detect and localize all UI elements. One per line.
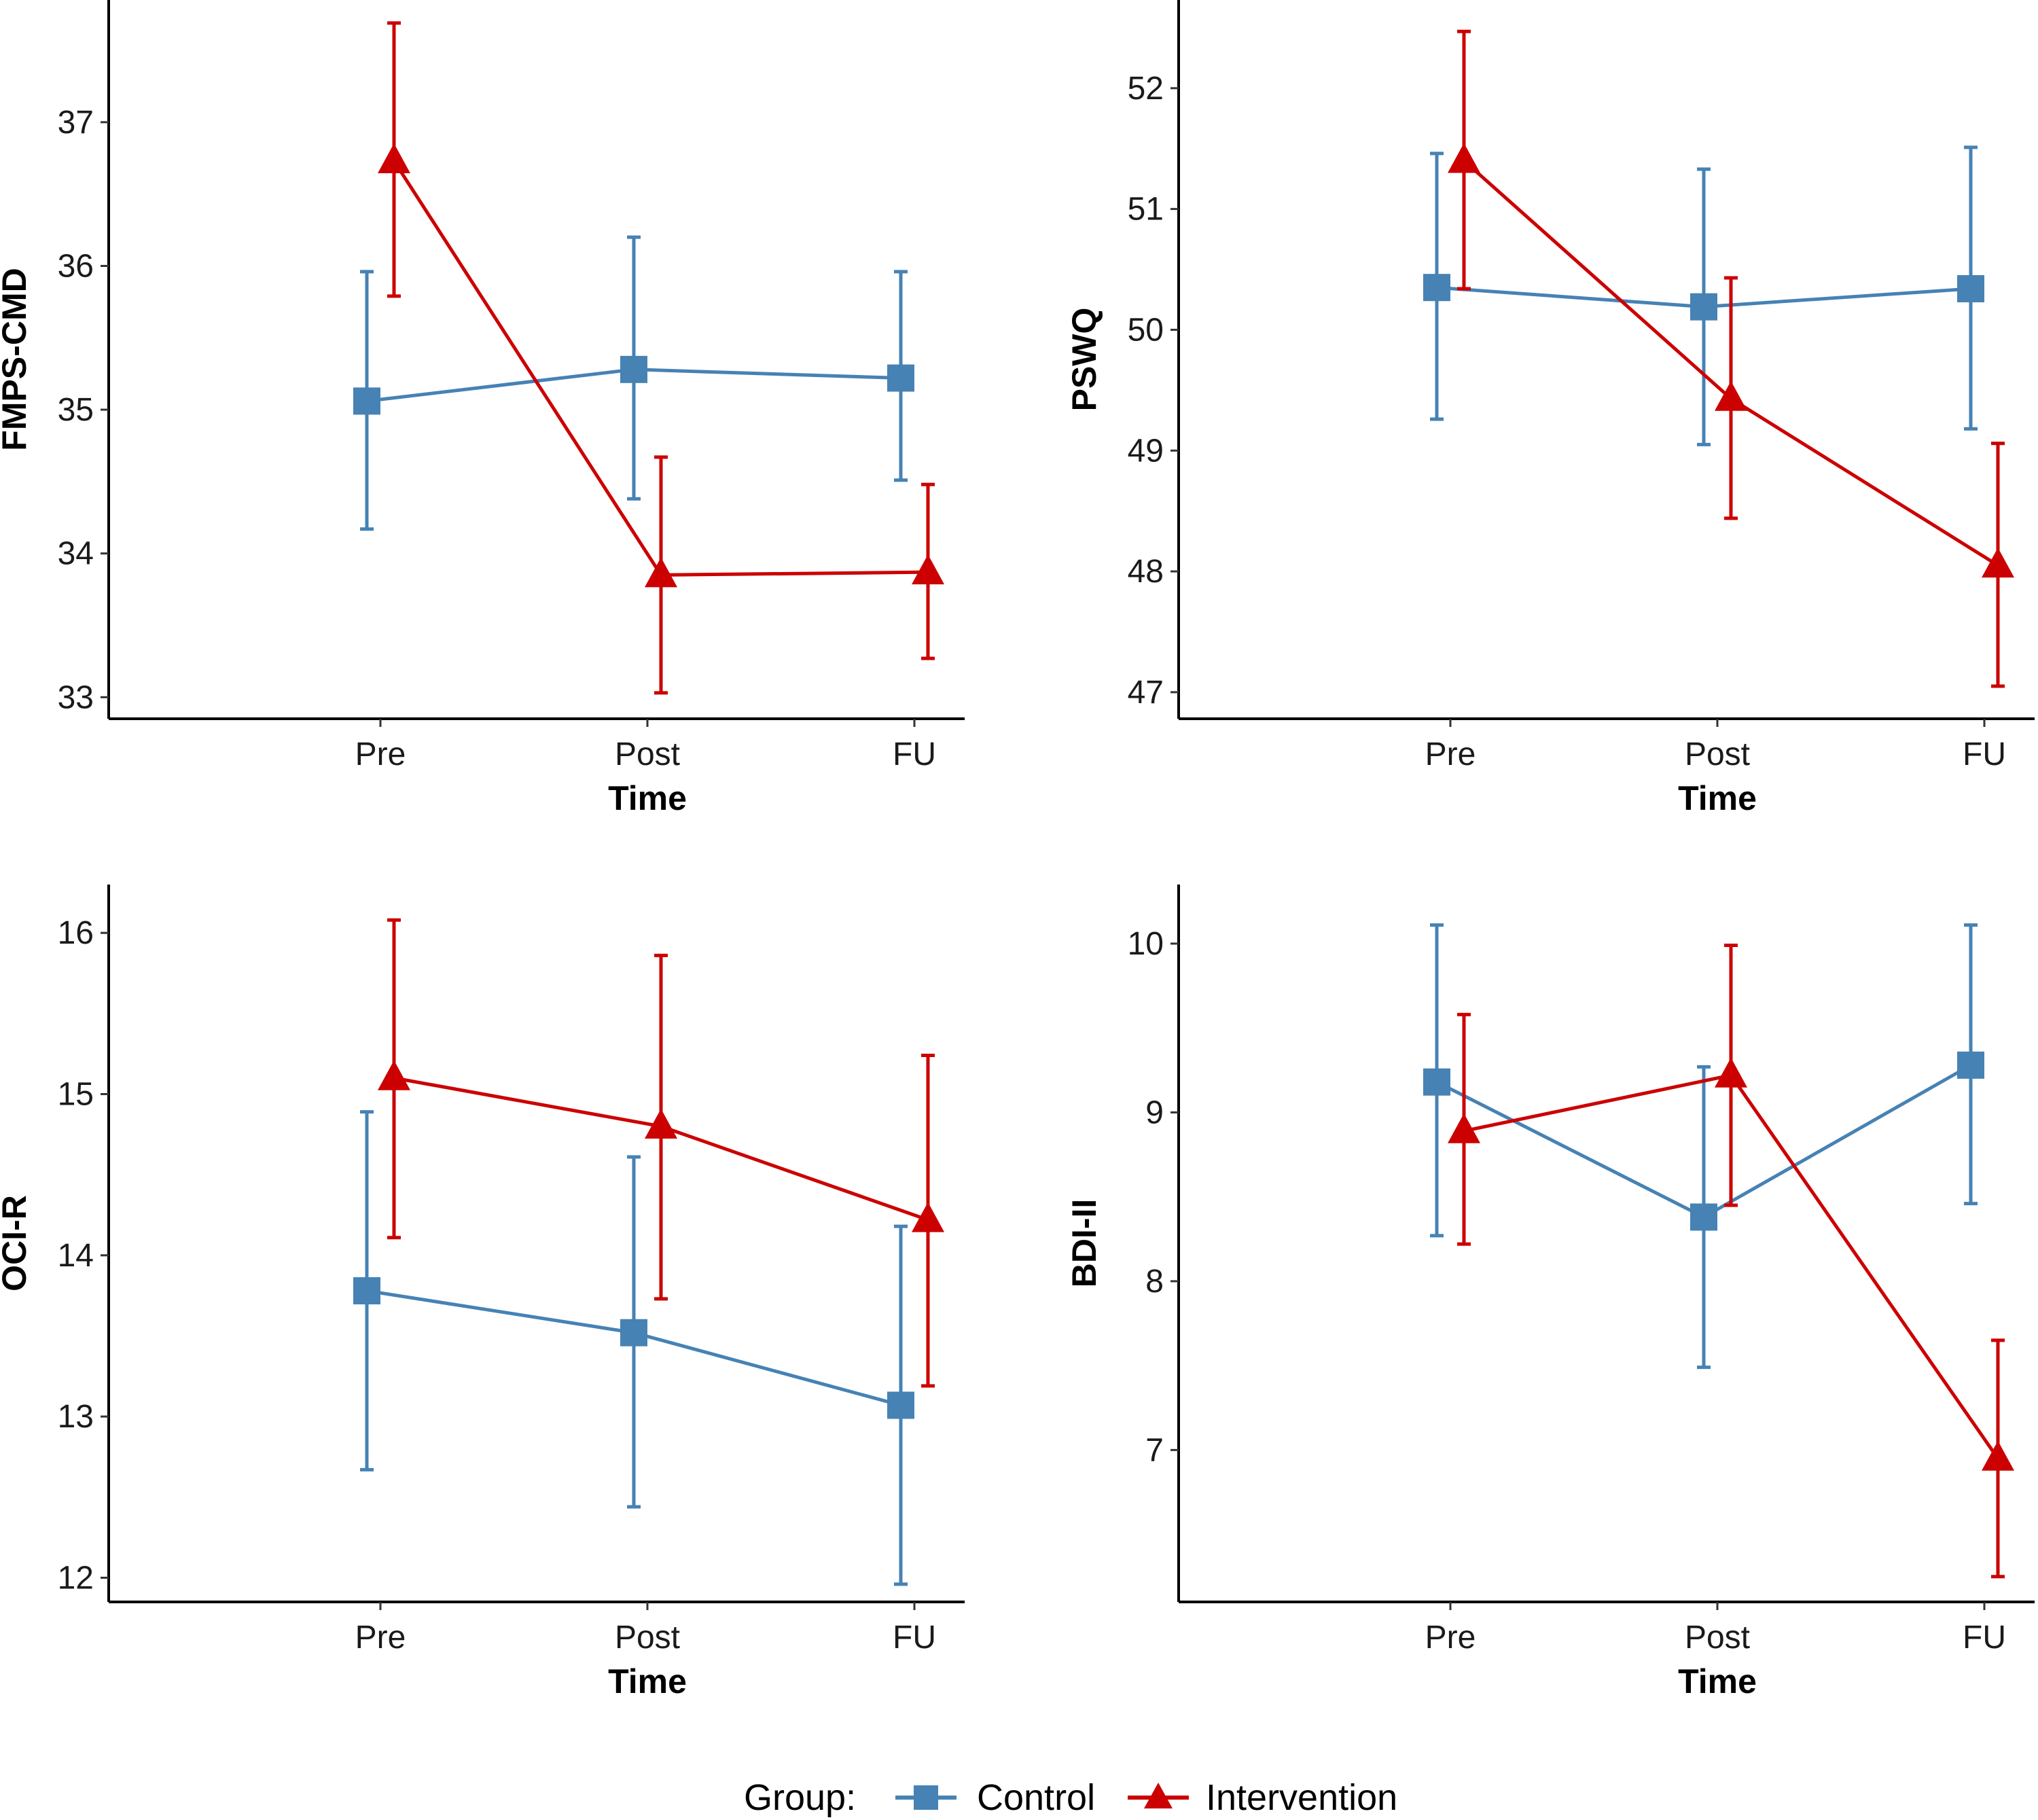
data-point-triangle [645,1108,677,1139]
data-point-square [887,1391,914,1419]
y-tick-label: 50 [1128,312,1164,348]
data-point-square [1957,274,1984,302]
panels: 33 34 35 36 37 Pre Post FU Time FMPS-CMD 47 48 49 50 5… [0,0,2035,1700]
x-tick-label: Pre [1425,1620,1476,1656]
y-tick-label: 15 [58,1076,94,1112]
y-tick-label: 34 [58,536,94,572]
chart-panel-pswq: 47 48 49 50 51 52 Pre Post FU Time PSWQ [1065,0,2035,817]
x-axis-title: Time [608,1662,687,1700]
y-tick-label: 8 [1145,1264,1164,1300]
y-axis-title: OCI-R [0,1195,33,1291]
x-tick-label: Post [615,736,680,772]
data-point-triangle [912,554,944,585]
x-axis-title: Time [1678,1662,1757,1700]
y-axis-title: PSWQ [1065,308,1103,412]
series-control [353,235,914,531]
legend-title: Group: [744,1777,856,1818]
data-point-square [1423,274,1450,302]
series-intervention [1448,943,2014,1579]
data-point-triangle [1448,143,1480,173]
series-control [1423,145,1984,446]
chart-panel-bdi-ii: 7 8 9 10 Pre Post FU Time BDI-II [1065,885,2035,1700]
y-tick-label: 33 [58,679,94,715]
data-point-triangle [1982,1440,2014,1471]
data-point-square [1690,293,1717,321]
data-point-square [1690,1203,1717,1231]
chart-panel-fmps-cmd: 33 34 35 36 37 Pre Post FU Time FMPS-CMD [0,0,965,817]
y-tick-label: 13 [58,1399,94,1435]
x-tick-label: FU [893,736,936,772]
y-tick-label: 49 [1128,433,1164,469]
data-point-triangle [1715,380,1747,411]
x-axis-title: Time [1678,779,1757,817]
legend: Group: Control Intervention [744,1777,1397,1818]
y-tick-label: 47 [1128,675,1164,711]
chart-panel-oci-r: 12 13 14 15 16 Pre Post FU Time OCI-R [0,885,965,1700]
series-intervention [1448,29,2014,688]
y-tick-label: 14 [58,1238,94,1274]
y-tick-label: 35 [58,392,94,428]
data-point-square [887,364,914,392]
legend-control-square-icon [914,1785,938,1810]
y-axis-title: FMPS-CMD [0,268,33,450]
data-point-triangle [1448,1113,1480,1143]
legend-label-intervention: Intervention [1206,1777,1397,1818]
x-tick-label: Pre [355,1620,406,1656]
x-tick-label: Pre [1425,736,1476,772]
x-tick-label: FU [893,1620,936,1656]
series-control [353,1110,914,1586]
x-tick-label: Post [1685,1620,1750,1656]
y-axis-title: BDI-II [1065,1199,1103,1288]
y-tick-label: 16 [58,915,94,951]
y-tick-label: 51 [1128,192,1164,228]
x-tick-label: Post [615,1620,680,1656]
data-point-triangle [1982,548,2014,578]
data-point-square [353,387,380,415]
data-point-triangle [378,1060,410,1090]
x-tick-label: Pre [355,736,406,772]
y-tick-label: 10 [1128,926,1164,962]
data-point-triangle [912,1202,944,1232]
data-point-square [1423,1068,1450,1096]
y-tick-label: 36 [58,248,94,284]
x-tick-label: Post [1685,736,1750,772]
y-tick-label: 37 [58,105,94,141]
y-tick-label: 7 [1145,1432,1164,1468]
x-tick-label: FU [1963,1620,2006,1656]
data-point-triangle [645,557,677,588]
data-point-square [353,1277,380,1305]
series-control [1423,923,1984,1370]
data-point-triangle [378,143,410,173]
data-point-square [1957,1051,1984,1079]
series-intervention [378,21,944,695]
y-tick-label: 12 [58,1560,94,1596]
data-point-triangle [1715,1057,1747,1088]
x-axis-title: Time [608,779,687,817]
x-tick-label: FU [1963,736,2006,772]
series-intervention [378,918,944,1388]
legend-intervention-triangle-icon [1144,1783,1173,1808]
y-tick-label: 52 [1128,71,1164,107]
data-point-square [620,1319,647,1346]
legend-label-control: Control [977,1777,1095,1818]
y-tick-label: 9 [1145,1094,1164,1130]
y-tick-label: 48 [1128,554,1164,590]
data-point-square [620,355,647,383]
